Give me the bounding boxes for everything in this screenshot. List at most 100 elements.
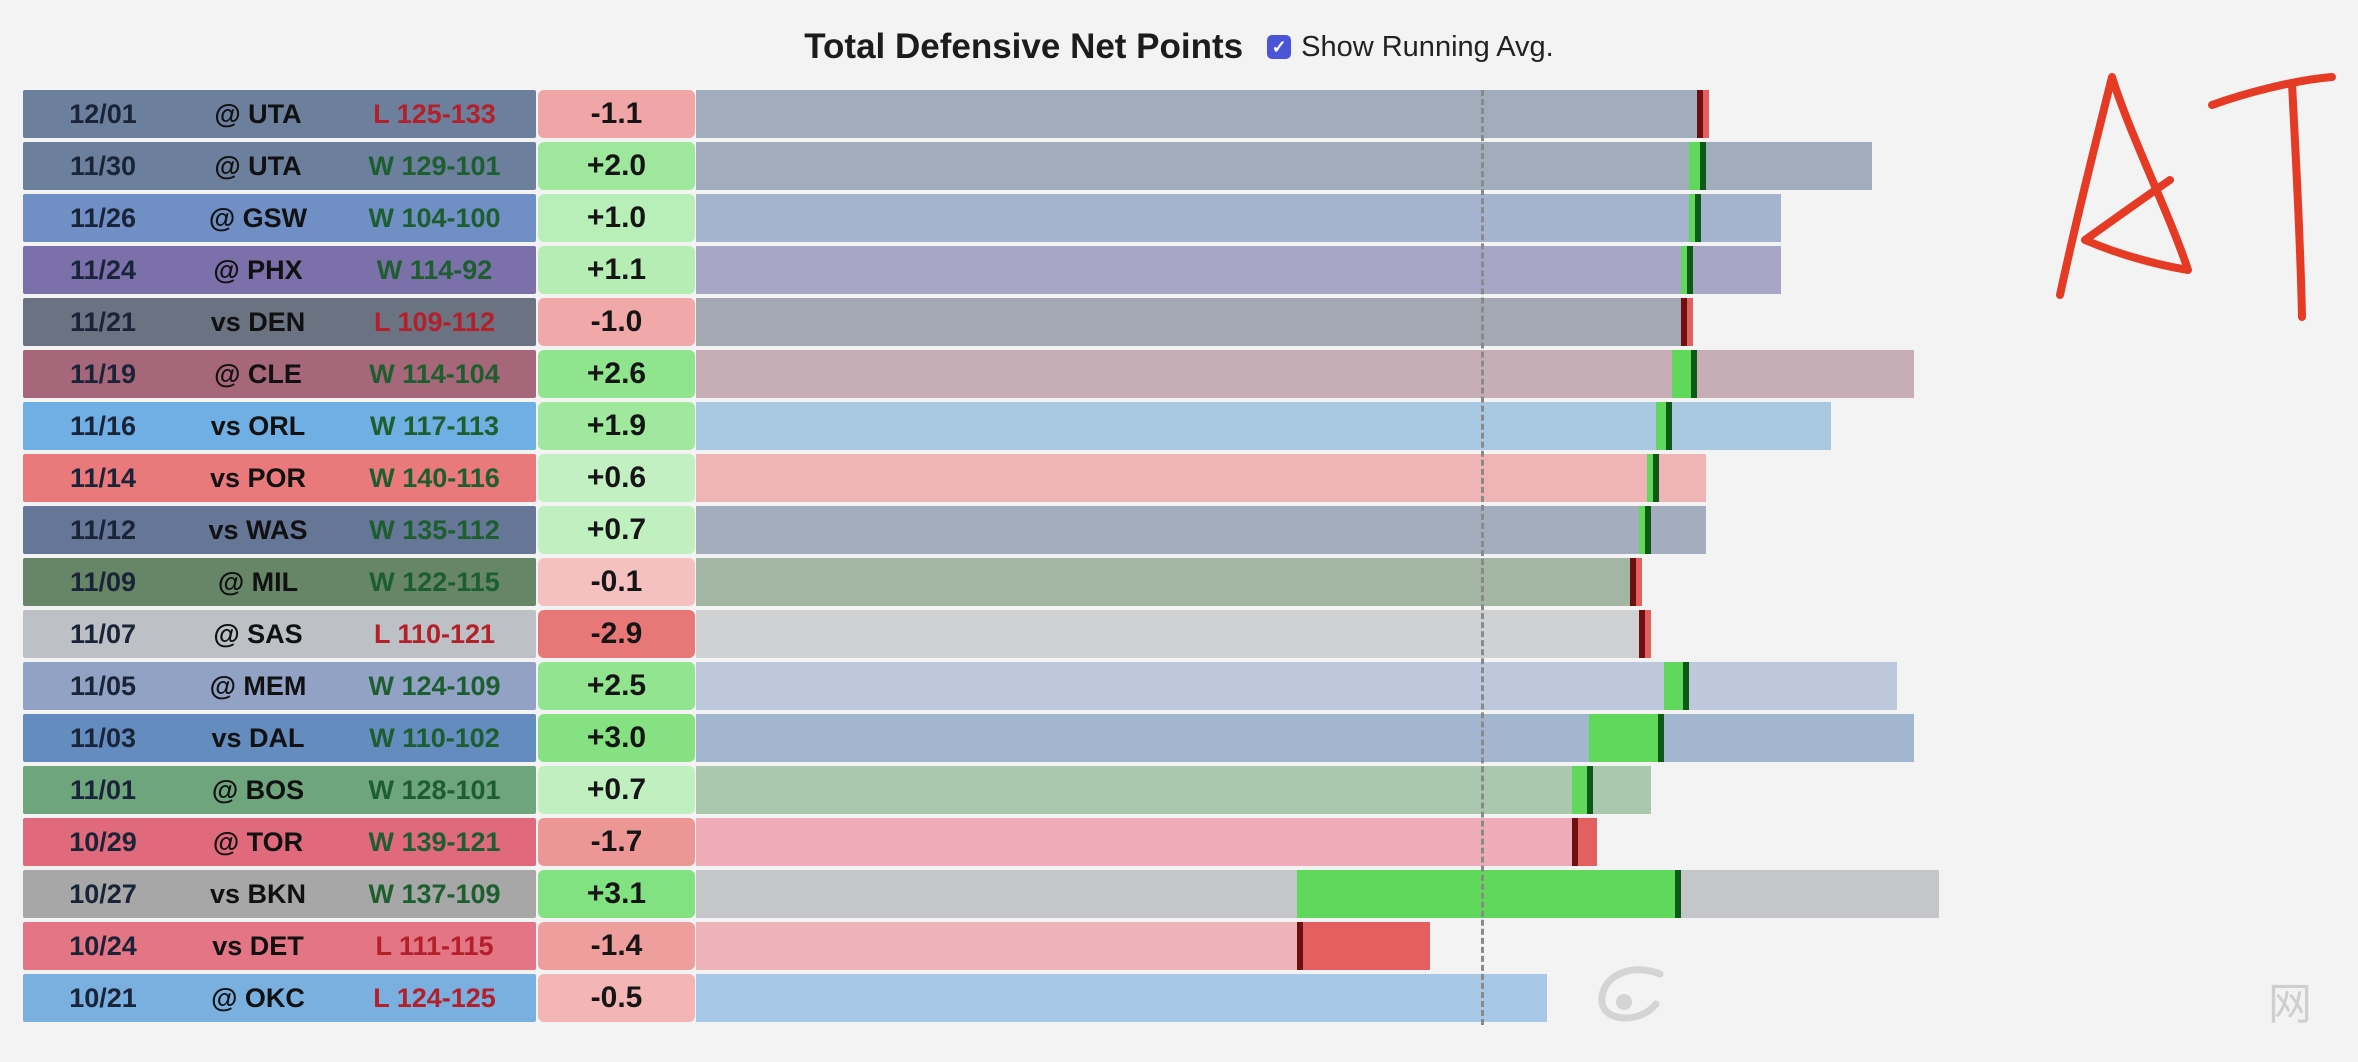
- net-points-value: -1.7: [538, 818, 695, 866]
- game-info-cell: 11/05 @ MEM W 124-109: [23, 662, 536, 710]
- game-row[interactable]: 11/26 @ GSW W 104-100 +1.0: [23, 194, 2323, 242]
- game-row[interactable]: 11/19 @ CLE W 114-104 +2.6: [23, 350, 2323, 398]
- game-row[interactable]: 11/30 @ UTA W 129-101 +2.0: [23, 142, 2323, 190]
- bar-track: [696, 974, 2323, 1022]
- game-opponent: @ UTA: [214, 150, 302, 181]
- running-avg-bar: [696, 350, 1915, 398]
- game-date: 10/29: [69, 826, 137, 857]
- bar-track: [696, 194, 2323, 242]
- game-date: 11/16: [69, 410, 137, 441]
- bar-track: [696, 662, 2323, 710]
- game-value-marker: [1697, 90, 1704, 138]
- game-value-marker: [1296, 922, 1303, 970]
- game-info-cell: 11/16 vs ORL W 117-113: [23, 402, 536, 450]
- game-value-marker: [1682, 662, 1689, 710]
- net-points-value: +2.6: [538, 350, 695, 398]
- game-result: W 137-109: [368, 878, 501, 909]
- running-avg-bar: [696, 610, 1648, 658]
- game-value-marker: [1680, 298, 1687, 346]
- game-info-cell: 11/09 @ MIL W 122-115: [23, 558, 536, 606]
- chart-header: Total Defensive Net Points ✓ Show Runnin…: [0, 22, 2358, 72]
- game-info-cell: 11/30 @ UTA W 129-101: [23, 142, 536, 190]
- net-points-value: -1.4: [538, 922, 695, 970]
- game-row[interactable]: 11/12 vs WAS W 135-112 +0.7: [23, 506, 2323, 554]
- game-result: W 135-112: [369, 514, 500, 545]
- game-opponent: @ MIL: [217, 566, 299, 597]
- bar-track: [696, 610, 2323, 658]
- game-info-cell: 11/03 vs DAL W 110-102: [23, 714, 536, 762]
- net-points-value: +1.9: [538, 402, 695, 450]
- running-avg-checkbox[interactable]: ✓: [1267, 35, 1292, 59]
- game-row[interactable]: 11/16 vs ORL W 117-113 +1.9: [23, 402, 2323, 450]
- net-change-bar: [1296, 922, 1431, 970]
- game-date: 11/21: [69, 306, 137, 337]
- game-row[interactable]: 11/07 @ SAS L 110-121 -2.9: [23, 610, 2323, 658]
- bar-track: [696, 454, 2323, 502]
- bar-track: [696, 818, 2323, 866]
- running-avg-toggle[interactable]: ✓ Show Running Avg.: [1267, 31, 1554, 64]
- bar-track: [696, 350, 2323, 398]
- running-avg-bar: [696, 662, 1898, 710]
- running-avg-bar: [696, 246, 1781, 294]
- net-points-value: -0.1: [538, 558, 695, 606]
- game-opponent: vs DAL: [211, 722, 305, 753]
- game-result: L 124-125: [373, 982, 496, 1013]
- game-row[interactable]: 10/27 vs BKN W 137-109 +3.1: [23, 870, 2323, 918]
- game-opponent: vs POR: [209, 462, 307, 493]
- running-avg-label: Show Running Avg.: [1301, 30, 1554, 63]
- game-info-cell: 11/14 vs POR W 140-116: [23, 454, 536, 502]
- running-avg-bar: [696, 974, 1548, 1022]
- bar-track: [696, 402, 2323, 450]
- net-points-value: -1.1: [538, 90, 695, 138]
- game-info-cell: 11/12 vs WAS W 135-112: [23, 506, 536, 554]
- game-row[interactable]: 10/21 @ OKC L 124-125 -0.5: [23, 974, 2323, 1022]
- game-date: 11/03: [69, 722, 137, 753]
- net-points-value: +1.0: [538, 194, 695, 242]
- game-row[interactable]: 11/01 @ BOS W 128-101 +0.7: [23, 766, 2323, 814]
- game-row[interactable]: 10/29 @ TOR W 139-121 -1.7: [23, 818, 2323, 866]
- game-result: W 110-102: [369, 722, 500, 753]
- game-info-cell: 11/21 vs DEN L 109-112: [23, 298, 536, 346]
- game-row[interactable]: 12/01 @ UTA L 125-133 -1.1: [23, 90, 2323, 138]
- running-avg-bar: [696, 558, 1639, 606]
- game-row[interactable]: 11/14 vs POR W 140-116 +0.6: [23, 454, 2323, 502]
- running-avg-bar: [696, 90, 1706, 138]
- game-info-cell: 10/21 @ OKC L 124-125: [23, 974, 536, 1022]
- game-row[interactable]: 11/05 @ MEM W 124-109 +2.5: [23, 662, 2323, 710]
- game-value-marker: [1674, 870, 1681, 918]
- game-row[interactable]: 11/03 vs DAL W 110-102 +3.0: [23, 714, 2323, 762]
- bar-track: [696, 506, 2323, 554]
- game-date: 11/24: [69, 254, 137, 285]
- bar-track: [696, 298, 2323, 346]
- game-date: 11/01: [69, 774, 137, 805]
- game-info-cell: 11/26 @ GSW W 104-100: [23, 194, 536, 242]
- game-value-marker: [1586, 766, 1593, 814]
- game-result: W 104-100: [368, 202, 501, 233]
- game-result: W 128-101: [368, 774, 501, 805]
- game-value-marker: [1572, 818, 1579, 866]
- game-date: 11/30: [69, 150, 137, 181]
- game-opponent: @ MEM: [209, 670, 307, 701]
- game-row[interactable]: 10/24 vs DET L 111-115 -1.4: [23, 922, 2323, 970]
- game-row[interactable]: 11/09 @ MIL W 122-115 -0.1: [23, 558, 2323, 606]
- game-result: W 124-109: [368, 670, 501, 701]
- game-info-cell: 11/24 @ PHX W 114-92: [23, 246, 536, 294]
- net-change-bar: [1588, 714, 1664, 762]
- game-info-cell: 10/27 vs BKN W 137-109: [23, 870, 536, 918]
- bar-track: [696, 714, 2323, 762]
- net-points-value: +1.1: [538, 246, 695, 294]
- net-points-value: +3.1: [538, 870, 695, 918]
- net-points-value: -1.0: [538, 298, 695, 346]
- game-opponent: vs DET: [212, 930, 304, 961]
- game-row[interactable]: 11/21 vs DEN L 109-112 -1.0: [23, 298, 2323, 346]
- game-row[interactable]: 11/24 @ PHX W 114-92 +1.1: [23, 246, 2323, 294]
- game-value-marker: [1653, 454, 1660, 502]
- net-points-value: +0.7: [538, 506, 695, 554]
- game-date: 12/01: [69, 98, 137, 129]
- game-value-marker: [1686, 246, 1693, 294]
- game-date: 11/26: [69, 202, 137, 233]
- game-opponent: @ GSW: [208, 202, 308, 233]
- game-date: 11/09: [69, 566, 137, 597]
- game-opponent: vs DEN: [210, 306, 306, 337]
- game-opponent: vs BKN: [209, 878, 307, 909]
